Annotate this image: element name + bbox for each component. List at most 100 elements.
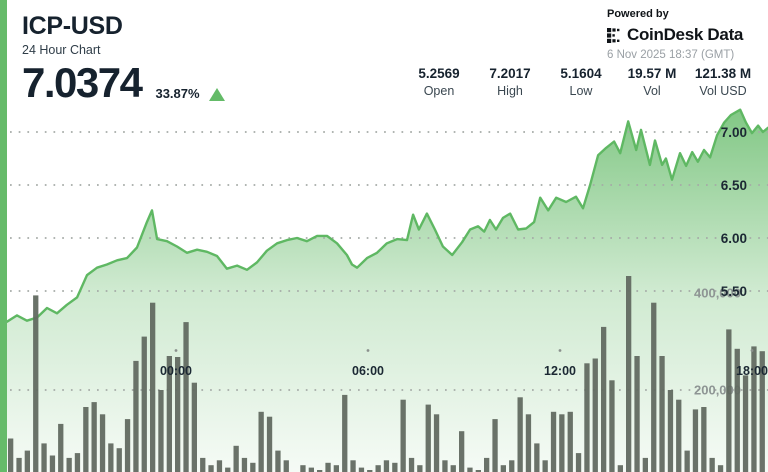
- volume-bar: [350, 460, 356, 472]
- volume-bar: [575, 453, 582, 472]
- chart-header: ICP-USD 24 Hour Chart 7.0374 33.87% 5.25…: [0, 0, 768, 110]
- volume-bar: [83, 407, 89, 472]
- volume-bar: [667, 390, 674, 472]
- volume-bar: [141, 336, 147, 472]
- volume-bar: [442, 460, 448, 472]
- volume-bar: [158, 390, 164, 472]
- volume-bar: [450, 465, 456, 472]
- pair-title: ICP-USD: [22, 12, 123, 40]
- volume-bar: [642, 457, 648, 472]
- volume-bar: [617, 465, 623, 472]
- price-tick-label: 6.50: [721, 178, 747, 193]
- volume-bar: [475, 470, 481, 472]
- x-tick-label: 00:00: [160, 364, 192, 378]
- volume-bar: [33, 295, 39, 472]
- price-line: [5, 108, 768, 323]
- volume-bar: [433, 414, 440, 472]
- coindesk-data-logo[interactable]: CoinDesk Data: [607, 25, 755, 45]
- volume-bar: [676, 399, 682, 472]
- volume-tick-label: 400,000: [694, 286, 741, 301]
- volume-bar: [517, 397, 523, 472]
- stat-vol-usd-value: 121.38 M: [694, 66, 752, 81]
- volume-bar: [225, 467, 231, 472]
- volume-bar: [601, 326, 607, 472]
- title-block: ICP-USD 24 Hour Chart 7.0374 33.87%: [22, 12, 225, 104]
- stat-low-label: Low: [569, 84, 593, 98]
- volume-bar: [584, 363, 590, 472]
- volume-bar: [734, 348, 740, 472]
- stat-vol: 19.57 M Vol: [621, 66, 683, 98]
- volume-bar: [408, 457, 415, 472]
- volume-bar: [383, 460, 390, 472]
- volume-bar: [392, 462, 398, 472]
- volume-bar: [709, 457, 715, 472]
- stat-open-value: 5.2569: [418, 66, 460, 81]
- stat-vol-usd-label: Vol USD: [699, 84, 747, 98]
- volume-bar: [49, 455, 56, 472]
- current-price: 7.0374: [22, 59, 143, 106]
- volume-bar: [467, 467, 473, 472]
- stat-low-value: 5.1604: [560, 66, 602, 81]
- volume-bar: [150, 302, 156, 472]
- ohlc-stats: 5.2569 Open 7.2017 High 5.1604 Low 19.57…: [408, 66, 754, 98]
- volume-bar: [367, 470, 373, 472]
- volume-bar: [166, 356, 172, 472]
- x-tick-label: 18:00: [736, 364, 768, 378]
- change-percent: 33.87%: [155, 86, 200, 101]
- volume-bar: [66, 457, 72, 472]
- volume-bar: [559, 414, 565, 472]
- volume-bar: [200, 457, 206, 472]
- volume-bar: [333, 465, 339, 472]
- volume-bar: [425, 404, 431, 472]
- volume-bar: [16, 457, 22, 472]
- stat-open: 5.2569 Open: [408, 66, 470, 98]
- stat-open-label: Open: [423, 84, 455, 98]
- left-accent-strip: [0, 0, 7, 472]
- volume-bar: [726, 329, 732, 472]
- volume-bar: [358, 467, 365, 472]
- volume-bar: [208, 465, 214, 472]
- volume-bar: [308, 467, 314, 472]
- volume-bar: [108, 443, 114, 472]
- volume-bar: [375, 465, 381, 472]
- volume-bar: [283, 460, 289, 472]
- stat-high-label: High: [497, 84, 523, 98]
- stat-high-value: 7.2017: [489, 66, 531, 81]
- x-tick-dot: [750, 349, 754, 352]
- x-tick-dot: [174, 349, 178, 352]
- volume-bar: [191, 382, 197, 472]
- volume-bar: [216, 460, 223, 472]
- volume-bar: [41, 443, 47, 472]
- volume-bar: [684, 450, 690, 472]
- brand-name: CoinDesk Data: [627, 25, 744, 44]
- volume-bar: [58, 423, 64, 472]
- volume-bar: [233, 445, 239, 472]
- volume-bar: [492, 419, 498, 472]
- volume-bar: [258, 411, 264, 472]
- price-tick-label: 7.00: [721, 125, 747, 140]
- volume-bar: [317, 470, 323, 472]
- volume-bar: [484, 457, 490, 472]
- price-tick-label: 6.00: [721, 231, 747, 246]
- volume-bar: [99, 414, 106, 472]
- volume-bar: [701, 407, 707, 472]
- x-tick-dot: [558, 349, 562, 352]
- branding-block: Powered by CoinDesk Data 6 Nov 2025 18:3…: [607, 8, 755, 61]
- stat-vol-usd: 121.38 M Vol USD: [692, 66, 754, 98]
- volume-bar: [751, 346, 757, 472]
- volume-bar: [275, 450, 281, 472]
- volume-bar: [342, 394, 348, 472]
- chart-subtitle: 24 Hour Chart: [22, 43, 101, 57]
- x-tick-label: 12:00: [544, 364, 576, 378]
- stat-vol-label: Vol: [643, 84, 661, 98]
- stat-low: 5.1604 Low: [550, 66, 612, 98]
- volume-bar: [250, 462, 256, 472]
- up-arrow-icon: [208, 88, 225, 101]
- volume-bar: [717, 465, 724, 472]
- coindesk-logo-icon: [607, 27, 622, 43]
- volume-tick-label: 200,000: [694, 383, 741, 398]
- volume-bar: [626, 276, 632, 472]
- volume-bar: [91, 402, 97, 472]
- volume-bar: [659, 356, 665, 472]
- volume-bar: [500, 465, 506, 472]
